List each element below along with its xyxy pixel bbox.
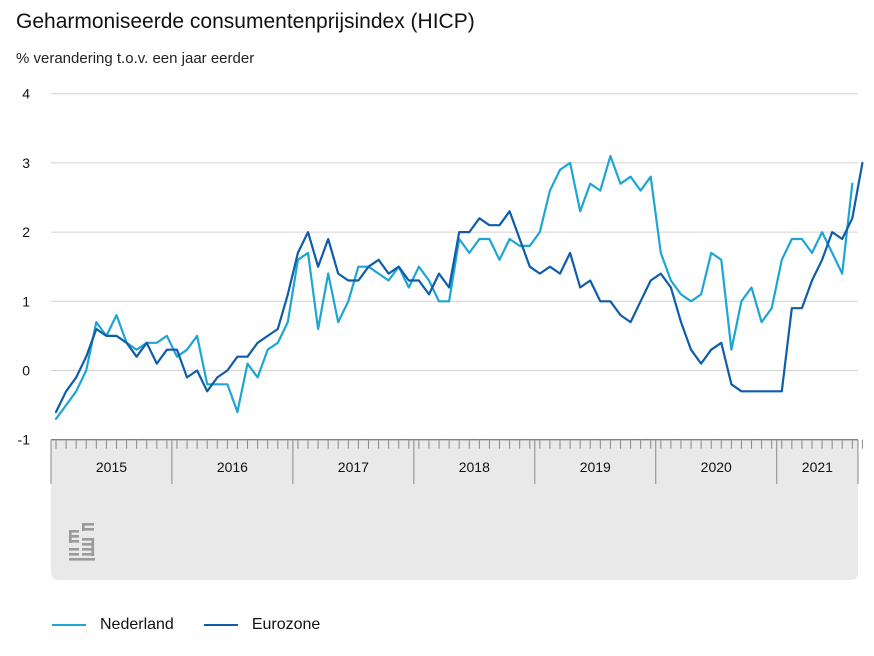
chart-title: Geharmoniseerde consumentenprijsindex (H…	[16, 10, 475, 33]
logo-bar	[69, 558, 95, 561]
logo-bar	[69, 530, 79, 533]
logo-bar	[69, 553, 79, 556]
series-line-nederland	[54, 154, 854, 420]
legend-label-eurozone: Eurozone	[251, 616, 321, 633]
logo-bar	[69, 540, 79, 543]
logo-bar	[82, 543, 94, 546]
legend-swatch-nederland	[52, 624, 86, 626]
x-year-label: 2015	[96, 459, 127, 475]
legend-label-nederland: Nederland	[100, 616, 174, 633]
y-axis-labels: -1 0 1 2 3 4	[18, 86, 31, 448]
logo-bar	[82, 538, 94, 541]
cbs-logo-icon	[69, 523, 95, 561]
legend: Nederland Eurozone	[52, 616, 320, 634]
x-year-label: 2020	[701, 459, 732, 475]
y-tick-label: 4	[22, 86, 30, 102]
legend-item-nederland: Nederland	[52, 616, 174, 634]
logo-bar	[69, 530, 72, 543]
x-year-label: 2021	[802, 459, 833, 475]
y-tick-label: 3	[22, 155, 30, 171]
x-year-label: 2018	[459, 459, 490, 475]
grid-lines	[51, 93, 858, 371]
logo-bar	[82, 528, 94, 531]
series-lines	[54, 154, 864, 420]
x-year-label: 2016	[217, 459, 248, 475]
logo-bar	[82, 548, 94, 551]
logo-bar	[69, 535, 79, 538]
logo-bar	[82, 523, 94, 526]
y-tick-label: -1	[18, 432, 31, 448]
y-tick-label: 2	[22, 224, 30, 240]
y-tick-label: 1	[22, 293, 30, 309]
legend-swatch-eurozone	[203, 624, 238, 626]
logo-bar	[82, 553, 94, 556]
x-year-label: 2017	[338, 459, 369, 475]
x-axis: 2015 2016 2017 2018 2019 2020 2021	[50, 439, 863, 580]
logo-bar	[69, 548, 79, 551]
y-tick-label: 0	[22, 363, 30, 379]
logo-bar	[91, 538, 95, 556]
logo-bar	[82, 523, 85, 531]
chart-subtitle: % verandering t.o.v. een jaar eerder	[16, 50, 255, 67]
series-line-eurozone	[54, 161, 864, 414]
legend-item-eurozone: Eurozone	[203, 616, 321, 634]
x-year-label: 2019	[580, 459, 611, 475]
